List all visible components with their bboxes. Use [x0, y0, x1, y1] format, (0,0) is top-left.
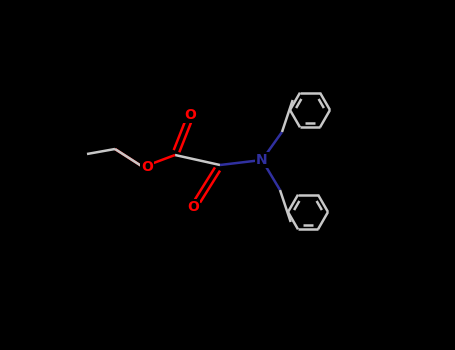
- Text: N: N: [256, 153, 268, 167]
- Text: O: O: [187, 200, 199, 214]
- Text: O: O: [141, 160, 153, 174]
- Text: O: O: [184, 108, 196, 122]
